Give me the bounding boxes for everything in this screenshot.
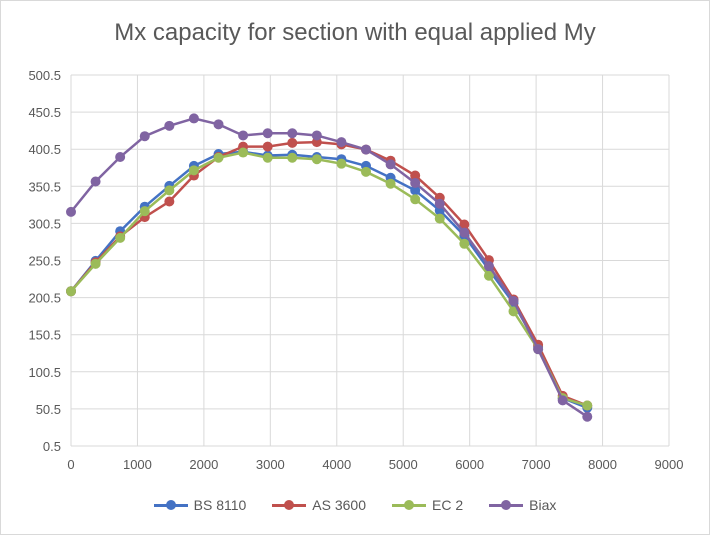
data-point	[262, 128, 273, 139]
data-point	[66, 206, 76, 217]
data-point	[287, 152, 298, 163]
data-point	[164, 185, 175, 196]
y-tick-label: 100.5	[28, 365, 61, 380]
data-point	[90, 176, 101, 187]
data-point	[66, 286, 76, 297]
x-tick-label: 0	[67, 457, 74, 472]
y-tick-label: 350.5	[28, 179, 61, 194]
data-point	[459, 227, 470, 238]
data-point	[410, 185, 421, 196]
legend-marker	[489, 500, 524, 510]
data-point	[213, 119, 224, 130]
x-tick-label: 5000	[389, 457, 418, 472]
data-point	[483, 261, 494, 272]
data-point	[459, 219, 470, 230]
data-point	[164, 120, 175, 131]
legend-item: Biax	[489, 497, 556, 513]
data-point	[115, 232, 126, 243]
data-point	[139, 206, 150, 217]
data-point	[483, 270, 494, 281]
y-tick-label: 0.5	[43, 439, 61, 454]
data-point	[213, 152, 224, 163]
data-point	[459, 238, 470, 249]
data-point	[262, 152, 273, 163]
x-tick-label: 1000	[123, 457, 152, 472]
x-tick-label: 3000	[256, 457, 285, 472]
data-point	[557, 395, 568, 406]
data-point	[582, 411, 593, 422]
data-point	[262, 141, 273, 152]
y-tick-label: 500.5	[28, 68, 61, 83]
data-point	[90, 258, 101, 269]
data-point	[434, 213, 445, 224]
data-point	[188, 113, 199, 124]
data-point	[410, 177, 421, 188]
y-tick-label: 400.5	[28, 142, 61, 157]
data-point	[139, 131, 150, 142]
data-point	[508, 295, 519, 306]
data-point	[336, 158, 347, 169]
series-line-ec-2	[70, 151, 588, 407]
data-point	[287, 137, 298, 148]
x-tick-label: 8000	[588, 457, 617, 472]
legend-marker	[153, 500, 188, 510]
x-tick-label: 6000	[455, 457, 484, 472]
legend-marker	[272, 500, 307, 510]
legend-item: EC 2	[392, 497, 463, 513]
data-point	[115, 151, 126, 162]
legend-label: Biax	[529, 497, 557, 513]
data-point	[361, 166, 372, 177]
data-point	[508, 306, 519, 317]
legend-marker	[392, 500, 427, 510]
series-line-biax	[70, 117, 588, 418]
data-point	[410, 170, 421, 181]
x-tick-label: 9000	[655, 457, 684, 472]
legend-label: AS 3600	[312, 497, 367, 513]
data-point	[582, 400, 593, 411]
data-point	[434, 198, 445, 209]
y-tick-label: 250.5	[28, 254, 61, 269]
data-point	[238, 147, 249, 158]
legend-label: BS 8110	[193, 497, 247, 513]
chart-title: Mx capacity for section with equal appli…	[114, 19, 596, 46]
y-tick-label: 200.5	[28, 291, 61, 306]
data-point	[336, 137, 347, 148]
x-tick-label: 7000	[522, 457, 551, 472]
data-point	[361, 144, 372, 155]
data-point	[287, 128, 298, 139]
y-tick-label: 50.5	[36, 402, 61, 417]
x-tick-label: 2000	[189, 457, 218, 472]
data-point	[385, 178, 396, 189]
data-point	[410, 194, 421, 205]
legend: BS 8110 AS 3600 EC 2 Biax	[1, 497, 709, 513]
legend-item: AS 3600	[272, 497, 366, 513]
data-point	[188, 165, 199, 176]
series-line-as-3600	[70, 140, 588, 407]
y-tick-label: 150.5	[28, 328, 61, 343]
y-tick-label: 450.5	[28, 105, 61, 120]
data-point	[164, 196, 175, 207]
series-line-bs-8110	[70, 150, 588, 409]
y-tick-label: 300.5	[28, 216, 61, 231]
data-point	[533, 344, 544, 355]
x-tick-label: 4000	[322, 457, 351, 472]
legend-label: EC 2	[432, 497, 464, 513]
legend-item: BS 8110	[153, 497, 247, 513]
data-point	[311, 154, 322, 165]
data-point	[311, 130, 322, 141]
data-point	[238, 130, 249, 141]
data-point	[385, 159, 396, 170]
